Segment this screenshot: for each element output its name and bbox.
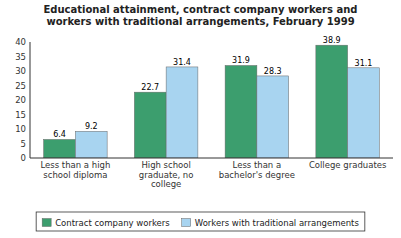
legend-label: Contract company workers (55, 218, 170, 228)
legend-label: Workers with traditional arrangements (195, 218, 360, 228)
y-tick-label: 40 (15, 37, 26, 47)
data-label: 22.7 (141, 83, 159, 92)
bar (257, 76, 289, 158)
data-label: 28.3 (264, 67, 282, 76)
data-labels: 6.4 22.7 31.9 38.9 9.2 31.4 28.3 31.1 (53, 36, 372, 139)
x-tick-label: High schoolgraduate, nocollege (139, 160, 194, 189)
y-tick-label: 10 (15, 124, 26, 134)
legend-frame (36, 212, 365, 231)
bar (134, 92, 166, 158)
y-tick-label: 25 (15, 81, 26, 91)
data-label: 6.4 (53, 130, 66, 139)
y-tick-label: 35 (15, 52, 26, 62)
data-label: 9.2 (85, 122, 98, 131)
legend-swatch (182, 219, 191, 227)
bar (44, 139, 76, 158)
bar (225, 65, 257, 158)
y-tick-label: 0 (21, 153, 26, 163)
data-label: 31.1 (355, 59, 373, 68)
y-tick-label: 20 (15, 95, 26, 105)
bar (316, 45, 348, 158)
data-label: 38.9 (323, 36, 341, 45)
bar (166, 67, 198, 158)
data-label: 31.4 (173, 58, 191, 67)
bar (348, 68, 380, 158)
y-axis (30, 42, 31, 158)
bar (75, 131, 107, 158)
legend-swatch (42, 219, 51, 227)
y-tick-label: 5 (21, 139, 26, 149)
x-tick-label: Less than abachelor's degree (219, 160, 295, 180)
chart: Educational attainment, contract company… (0, 0, 401, 238)
title: Educational attainment, contract company… (43, 4, 357, 27)
y-tick-label: 30 (15, 66, 26, 76)
legend: Contract company workers Workers with tra… (36, 212, 365, 231)
x-tick-label: Less than a highschool diploma (40, 160, 110, 180)
y-tick-label: 15 (15, 110, 26, 120)
x-tick-label: College graduates (309, 160, 387, 170)
x-axis (30, 158, 393, 159)
data-label: 31.9 (232, 56, 250, 65)
bars (44, 45, 380, 158)
